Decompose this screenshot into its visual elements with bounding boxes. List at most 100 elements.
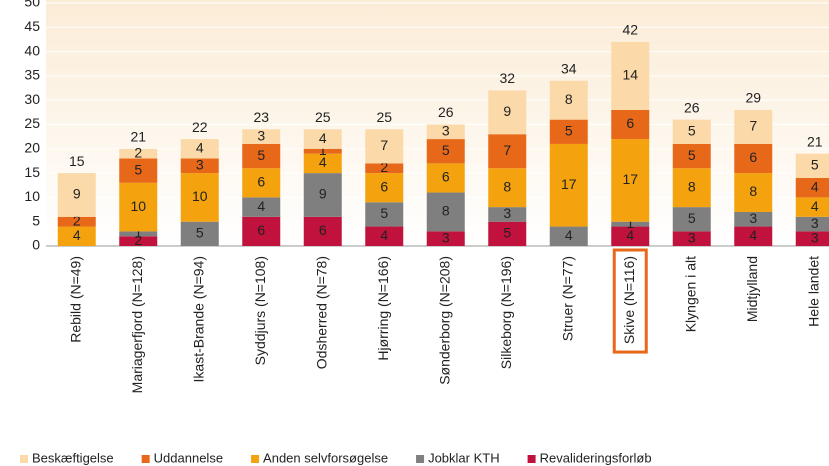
x-tick-label: Klyngen i alt bbox=[682, 256, 698, 332]
data-label: 3 bbox=[442, 229, 450, 245]
data-label: 3 bbox=[811, 229, 819, 245]
data-label: 10 bbox=[130, 198, 146, 214]
x-label-group: Syddjurs (N=108) bbox=[252, 256, 268, 365]
bar-segment bbox=[549, 119, 588, 144]
data-label: 3 bbox=[688, 229, 696, 245]
data-label: 4 bbox=[626, 227, 634, 243]
x-tick-label: Ikast-Brande (N=94) bbox=[190, 256, 206, 382]
bar-segment bbox=[303, 173, 342, 217]
bar-segment bbox=[488, 134, 527, 169]
legend-label: Beskæftigelse bbox=[32, 450, 114, 465]
bar-segment bbox=[119, 148, 158, 159]
y-tick-label: 45 bbox=[24, 18, 40, 34]
bar-segment bbox=[734, 109, 773, 144]
bar-segment bbox=[57, 173, 96, 217]
data-label: 4 bbox=[380, 227, 388, 243]
x-label-group: Rebild (N=49) bbox=[67, 256, 83, 343]
bar-segment bbox=[426, 139, 465, 164]
data-label: 17 bbox=[622, 171, 638, 187]
bar-segment bbox=[119, 236, 158, 246]
y-tick-label: 30 bbox=[24, 91, 40, 107]
x-label-group: Midtjylland bbox=[744, 256, 760, 322]
data-label: 3 bbox=[442, 122, 450, 138]
bar-segment bbox=[242, 143, 281, 169]
bar-segment bbox=[242, 216, 281, 246]
data-label: 6 bbox=[749, 149, 757, 165]
y-tick-label: 0 bbox=[32, 237, 40, 253]
bar-segment bbox=[119, 158, 158, 183]
data-label: 4 bbox=[73, 227, 81, 243]
bar-segment bbox=[611, 41, 650, 110]
bar-segment bbox=[795, 153, 829, 178]
x-tick-label: Syddjurs (N=108) bbox=[252, 256, 268, 365]
x-label-group: Skive (N=116) bbox=[612, 248, 648, 354]
y-tick-label: 20 bbox=[24, 140, 40, 156]
data-label: 2 bbox=[73, 212, 81, 228]
data-label: 3 bbox=[257, 127, 265, 143]
data-label: 4 bbox=[319, 154, 327, 170]
bar-segment bbox=[365, 173, 404, 203]
data-label: 14 bbox=[622, 67, 638, 83]
data-label: 5 bbox=[811, 157, 819, 173]
bar-segment bbox=[611, 139, 650, 222]
bar-segment bbox=[488, 90, 527, 135]
total-label: 25 bbox=[376, 109, 392, 125]
bar-segment bbox=[303, 148, 342, 154]
bar-segment bbox=[795, 197, 829, 217]
total-label: 22 bbox=[192, 119, 208, 135]
data-label: 5 bbox=[196, 225, 204, 241]
bar-segment bbox=[303, 216, 342, 246]
data-label: 2 bbox=[380, 159, 388, 175]
bar-segment bbox=[180, 158, 219, 174]
legend-swatch bbox=[20, 455, 28, 463]
data-label: 6 bbox=[257, 222, 265, 238]
total-label: 23 bbox=[253, 109, 269, 125]
bar-segment bbox=[672, 168, 711, 208]
data-label: 5 bbox=[134, 161, 142, 177]
x-tick-label: Skive (N=116) bbox=[621, 256, 637, 344]
data-label: 17 bbox=[561, 176, 577, 192]
bar-segment bbox=[426, 231, 465, 246]
bar-segment bbox=[795, 177, 829, 198]
bar-segment bbox=[734, 226, 773, 246]
bar-segment bbox=[303, 153, 342, 174]
x-tick-label: Midtjylland bbox=[744, 256, 760, 322]
data-label: 4 bbox=[565, 227, 573, 243]
total-label: 21 bbox=[807, 133, 823, 149]
bar-segment bbox=[795, 216, 829, 232]
bar-segment bbox=[611, 226, 650, 246]
y-tick-label: 50 bbox=[24, 0, 40, 10]
legend-label: Uddannelse bbox=[154, 450, 223, 465]
x-label-group: Mariagerfjord (N=128) bbox=[129, 256, 145, 393]
x-tick-label: Odsherred (N=78) bbox=[313, 256, 329, 369]
bar-segment bbox=[611, 221, 650, 227]
bar-segment bbox=[734, 173, 773, 212]
data-label: 5 bbox=[257, 147, 265, 163]
data-label: 5 bbox=[442, 142, 450, 158]
legend-label: Revalideringsforløb bbox=[540, 450, 652, 465]
data-label: 8 bbox=[442, 203, 450, 219]
bar-segment bbox=[57, 226, 96, 246]
x-label-group: Hele landet bbox=[805, 256, 821, 327]
data-label: 6 bbox=[442, 169, 450, 185]
legend-label: Anden selvforsøgelse bbox=[263, 450, 388, 465]
bar-segment bbox=[303, 129, 342, 149]
data-label: 5 bbox=[688, 122, 696, 138]
legend-swatch bbox=[527, 455, 536, 463]
x-tick-label: Struer (N=77) bbox=[559, 256, 575, 341]
x-label-group: Struer (N=77) bbox=[559, 256, 575, 341]
total-label: 21 bbox=[130, 129, 146, 145]
bar-segment bbox=[119, 231, 158, 237]
data-label: 4 bbox=[196, 140, 204, 156]
data-label: 4 bbox=[749, 227, 757, 243]
total-label: 26 bbox=[684, 99, 700, 115]
bar-segment bbox=[549, 80, 588, 120]
total-label: 32 bbox=[499, 70, 515, 86]
y-tick-label: 10 bbox=[24, 188, 40, 204]
x-label-group: Ikast-Brande (N=94) bbox=[190, 256, 206, 382]
bar-segment bbox=[426, 163, 465, 193]
bar-segment bbox=[672, 231, 711, 246]
legend-label: Jobklar KTH bbox=[428, 450, 500, 465]
legend-swatch bbox=[141, 455, 150, 463]
